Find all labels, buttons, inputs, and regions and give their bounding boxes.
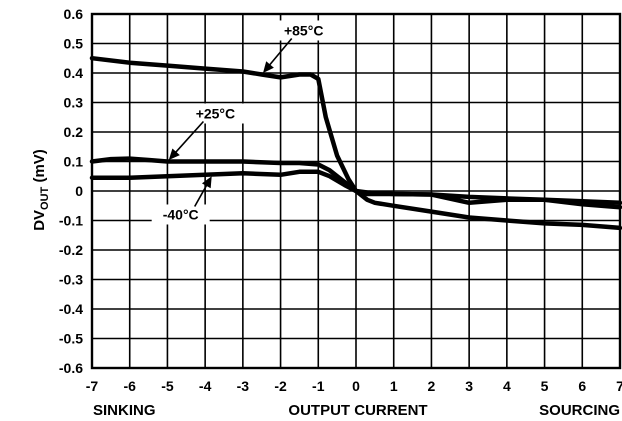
x-tick-label: -1 [312, 378, 325, 394]
y-tick-label: -0.1 [59, 213, 83, 229]
x-tick-label: -7 [86, 378, 99, 394]
x-tick-label: 4 [503, 378, 511, 394]
x-tick-label: -3 [237, 378, 250, 394]
x-tick-label: 5 [541, 378, 549, 394]
annotation-label-bg [151, 204, 210, 225]
annotation-label-bg [274, 20, 333, 41]
series-line-25-c [89, 156, 622, 206]
x-tick-label: 2 [428, 378, 436, 394]
x-tick-label: -6 [123, 378, 136, 394]
x-tick-label: 3 [465, 378, 473, 394]
x-tick-label: 1 [390, 378, 398, 394]
annotation-arrowhead [168, 148, 180, 161]
annotation-arrow [193, 182, 209, 207]
x-tick-label: 0 [352, 378, 360, 394]
x-tick-label: 7 [616, 378, 622, 394]
annotation-label: +85°C [284, 22, 323, 38]
annotation-label-bg [186, 103, 245, 124]
y-tick-labels: 0.6 0.5 0.4 0.3 0.2 0.1 0 -0.1 -0.2 -0.3 -0.4 -0.5 -… [59, 6, 83, 376]
y-tick-label: 0.4 [64, 65, 84, 81]
y-tick-label: -0.5 [59, 331, 83, 347]
y-tick-label: -0.6 [59, 360, 83, 376]
x-tick-label: -2 [274, 378, 287, 394]
annotation-arrowhead [262, 61, 274, 73]
y-tick-label: 0.5 [64, 36, 84, 52]
x-tick-label: 6 [578, 378, 586, 394]
x-tick-label: -5 [161, 378, 174, 394]
x-axis-label: OUTPUT CURRENT [288, 402, 427, 419]
x-axis-label-sinking: SINKING [93, 402, 156, 419]
y-axis-label: DVOUT (mV) [31, 149, 51, 231]
y-axis-label-unit: (mV) [31, 149, 48, 187]
y-tick-label: 0.2 [64, 124, 84, 140]
x-tick-label: -4 [199, 378, 212, 394]
y-tick-label: 0 [75, 183, 83, 199]
series-line-85-c [89, 55, 622, 210]
y-axis-label-subscript: OUT [39, 186, 51, 210]
x-tick-labels: -7 -6 -5 -4 -3 -2 -1 0 1 2 3 4 5 6 7 [86, 378, 622, 394]
annotation-label: +25°C [196, 106, 235, 122]
annotation-label: -40°C [163, 206, 199, 222]
x-axis-label-sourcing: SOURCING [539, 402, 620, 419]
y-axis-label-main: DV [31, 210, 48, 231]
annotation-arrowhead [201, 176, 212, 189]
y-tick-label: -0.2 [59, 242, 83, 258]
plot-frame [90, 12, 622, 370]
y-tick-label: 0.3 [64, 95, 84, 111]
annotation-arrow [267, 37, 293, 68]
series-layer [89, 55, 622, 231]
plot-border [90, 12, 622, 370]
y-tick-label: 0.6 [64, 6, 84, 22]
series-line-40-c [89, 169, 622, 231]
annotation-layer: +85°C +25°C -40°C [151, 20, 333, 225]
y-tick-label: -0.3 [59, 272, 83, 288]
y-tick-label: -0.4 [59, 301, 83, 317]
y-tick-label: 0.1 [64, 154, 84, 170]
annotation-arrow [173, 120, 205, 155]
